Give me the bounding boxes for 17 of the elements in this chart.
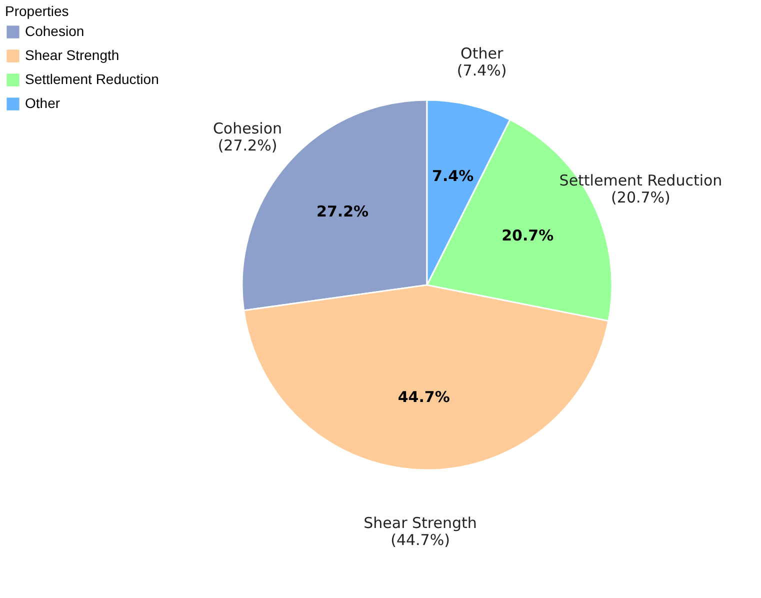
legend-label: Cohesion bbox=[25, 23, 84, 39]
data-label: 7.4% bbox=[432, 167, 474, 186]
legend-label: Settlement Reduction bbox=[25, 71, 159, 87]
legend-label: Other bbox=[25, 95, 60, 111]
legend-label: Shear Strength bbox=[25, 47, 120, 63]
slice-label: Shear Strength bbox=[364, 514, 477, 532]
slice-label: Other bbox=[460, 44, 504, 62]
text: (44.7%) bbox=[390, 530, 450, 549]
data-label: 20.7% bbox=[502, 226, 554, 245]
text: (7.4%) bbox=[456, 61, 507, 80]
slice-label: Settlement Reduction bbox=[559, 171, 722, 190]
data-label: 27.2% bbox=[316, 202, 369, 220]
legend-title: Properties bbox=[5, 3, 69, 19]
slice-label: Cohesion bbox=[212, 120, 282, 138]
text: (27.2%) bbox=[218, 136, 278, 155]
data-label: 44.7% bbox=[398, 388, 450, 406]
text: (20.7%) bbox=[611, 188, 670, 206]
